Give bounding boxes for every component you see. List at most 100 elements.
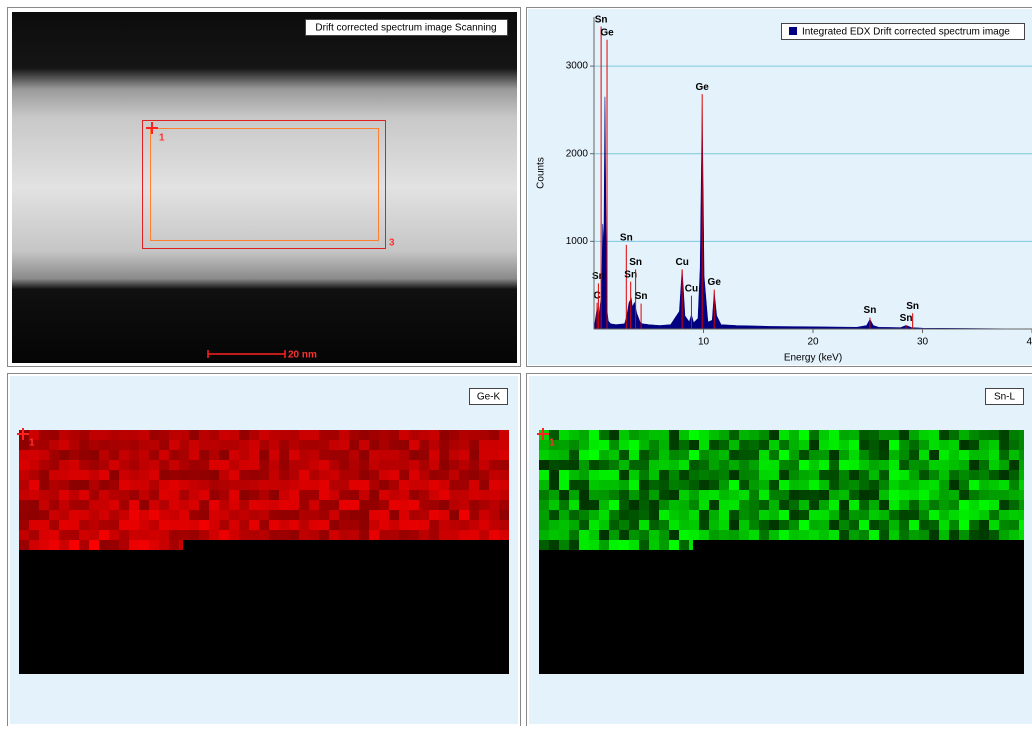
map-pixel [599, 440, 609, 450]
map-pixel [259, 510, 269, 520]
map-pixel [169, 480, 179, 490]
map-pixel [989, 510, 999, 520]
map-pixel [879, 450, 889, 460]
map-pixel [959, 480, 969, 490]
map-pixel [309, 530, 319, 540]
map-pixel [729, 510, 739, 520]
x-axis-label: Energy (keV) [784, 353, 842, 364]
map-pixel [229, 470, 239, 480]
map-pixel [229, 450, 239, 460]
map-pixel [69, 540, 79, 550]
map-pixel [649, 540, 659, 550]
map-pixel [179, 520, 189, 530]
map-pixel [689, 500, 699, 510]
map-pixel [539, 540, 549, 550]
map-pixel [319, 530, 329, 540]
map-pixel [29, 540, 39, 550]
map-pixel [589, 530, 599, 540]
map-pixel [179, 480, 189, 490]
map-pixel [439, 450, 449, 460]
map-pixel [989, 500, 999, 510]
map-pixel [839, 480, 849, 490]
map-pixel [489, 500, 499, 510]
map-pixel [849, 500, 859, 510]
map-pixel [199, 490, 209, 500]
map-pixel [299, 510, 309, 520]
map-pixel [419, 510, 429, 520]
map-pixel [109, 460, 119, 470]
map-pixel [609, 510, 619, 520]
map-pixel [909, 520, 919, 530]
map-pixel [49, 460, 59, 470]
map-pixel [739, 480, 749, 490]
map-pixel [399, 470, 409, 480]
map-pixel [59, 510, 69, 520]
map-pixel [259, 430, 269, 440]
peak-label: C [593, 290, 600, 301]
map-pixel [119, 490, 129, 500]
map-pixel [189, 440, 199, 450]
map-pixel [209, 510, 219, 520]
map-pixel [339, 480, 349, 490]
map-pixel [339, 530, 349, 540]
map-pixel [709, 430, 719, 440]
map-pixel [209, 470, 219, 480]
map-pixel [159, 490, 169, 500]
map-pixel [689, 510, 699, 520]
map-pixel [1019, 450, 1024, 460]
map-pixel [149, 470, 159, 480]
map-pixel [149, 490, 159, 500]
map-pixel [169, 470, 179, 480]
map-pixel [789, 460, 799, 470]
map-pixel [289, 510, 299, 520]
map-pixel [979, 510, 989, 520]
map-pixel [289, 530, 299, 540]
map-pixel [619, 520, 629, 530]
map-pixel [659, 470, 669, 480]
map-pixel [799, 470, 809, 480]
scale-label: 20 nm [288, 350, 317, 361]
map-pixel [209, 530, 219, 540]
map-pixel [389, 430, 399, 440]
map-pixel [489, 510, 499, 520]
map-pixel [939, 490, 949, 500]
map-pixel [829, 480, 839, 490]
map-pixel [219, 430, 229, 440]
map-pixel [689, 530, 699, 540]
map-pixel [179, 430, 189, 440]
sem-image [12, 12, 517, 363]
map-pixel [209, 520, 219, 530]
map-pixel [89, 540, 99, 550]
map-pixel [89, 520, 99, 530]
map-pixel [809, 440, 819, 450]
map-pixel [709, 450, 719, 460]
map-pixel [49, 470, 59, 480]
map-pixel [789, 440, 799, 450]
map-pixel [939, 470, 949, 480]
map-pixel [899, 450, 909, 460]
map-pixel [389, 480, 399, 490]
map-pixel [829, 530, 839, 540]
map-pixel [859, 480, 869, 490]
map-pixel [89, 530, 99, 540]
map-pixel [159, 430, 169, 440]
roi-label: 1 [159, 133, 165, 144]
map-pixel [929, 450, 939, 460]
map-pixel [479, 530, 489, 540]
map-pixel [999, 430, 1009, 440]
map-pixel [209, 480, 219, 490]
map-pixel [39, 520, 49, 530]
map-pixel [309, 480, 319, 490]
map-pixel [629, 470, 639, 480]
map-pixel [139, 510, 149, 520]
map-pixel [399, 430, 409, 440]
map-pixel [39, 430, 49, 440]
map-pixel [989, 530, 999, 540]
map-pixel [589, 540, 599, 550]
map-pixel [799, 460, 809, 470]
map-pixel [819, 470, 829, 480]
map-pixel [349, 440, 359, 450]
map-pixel [309, 510, 319, 520]
map-pixel [129, 430, 139, 440]
map-pixel [109, 430, 119, 440]
